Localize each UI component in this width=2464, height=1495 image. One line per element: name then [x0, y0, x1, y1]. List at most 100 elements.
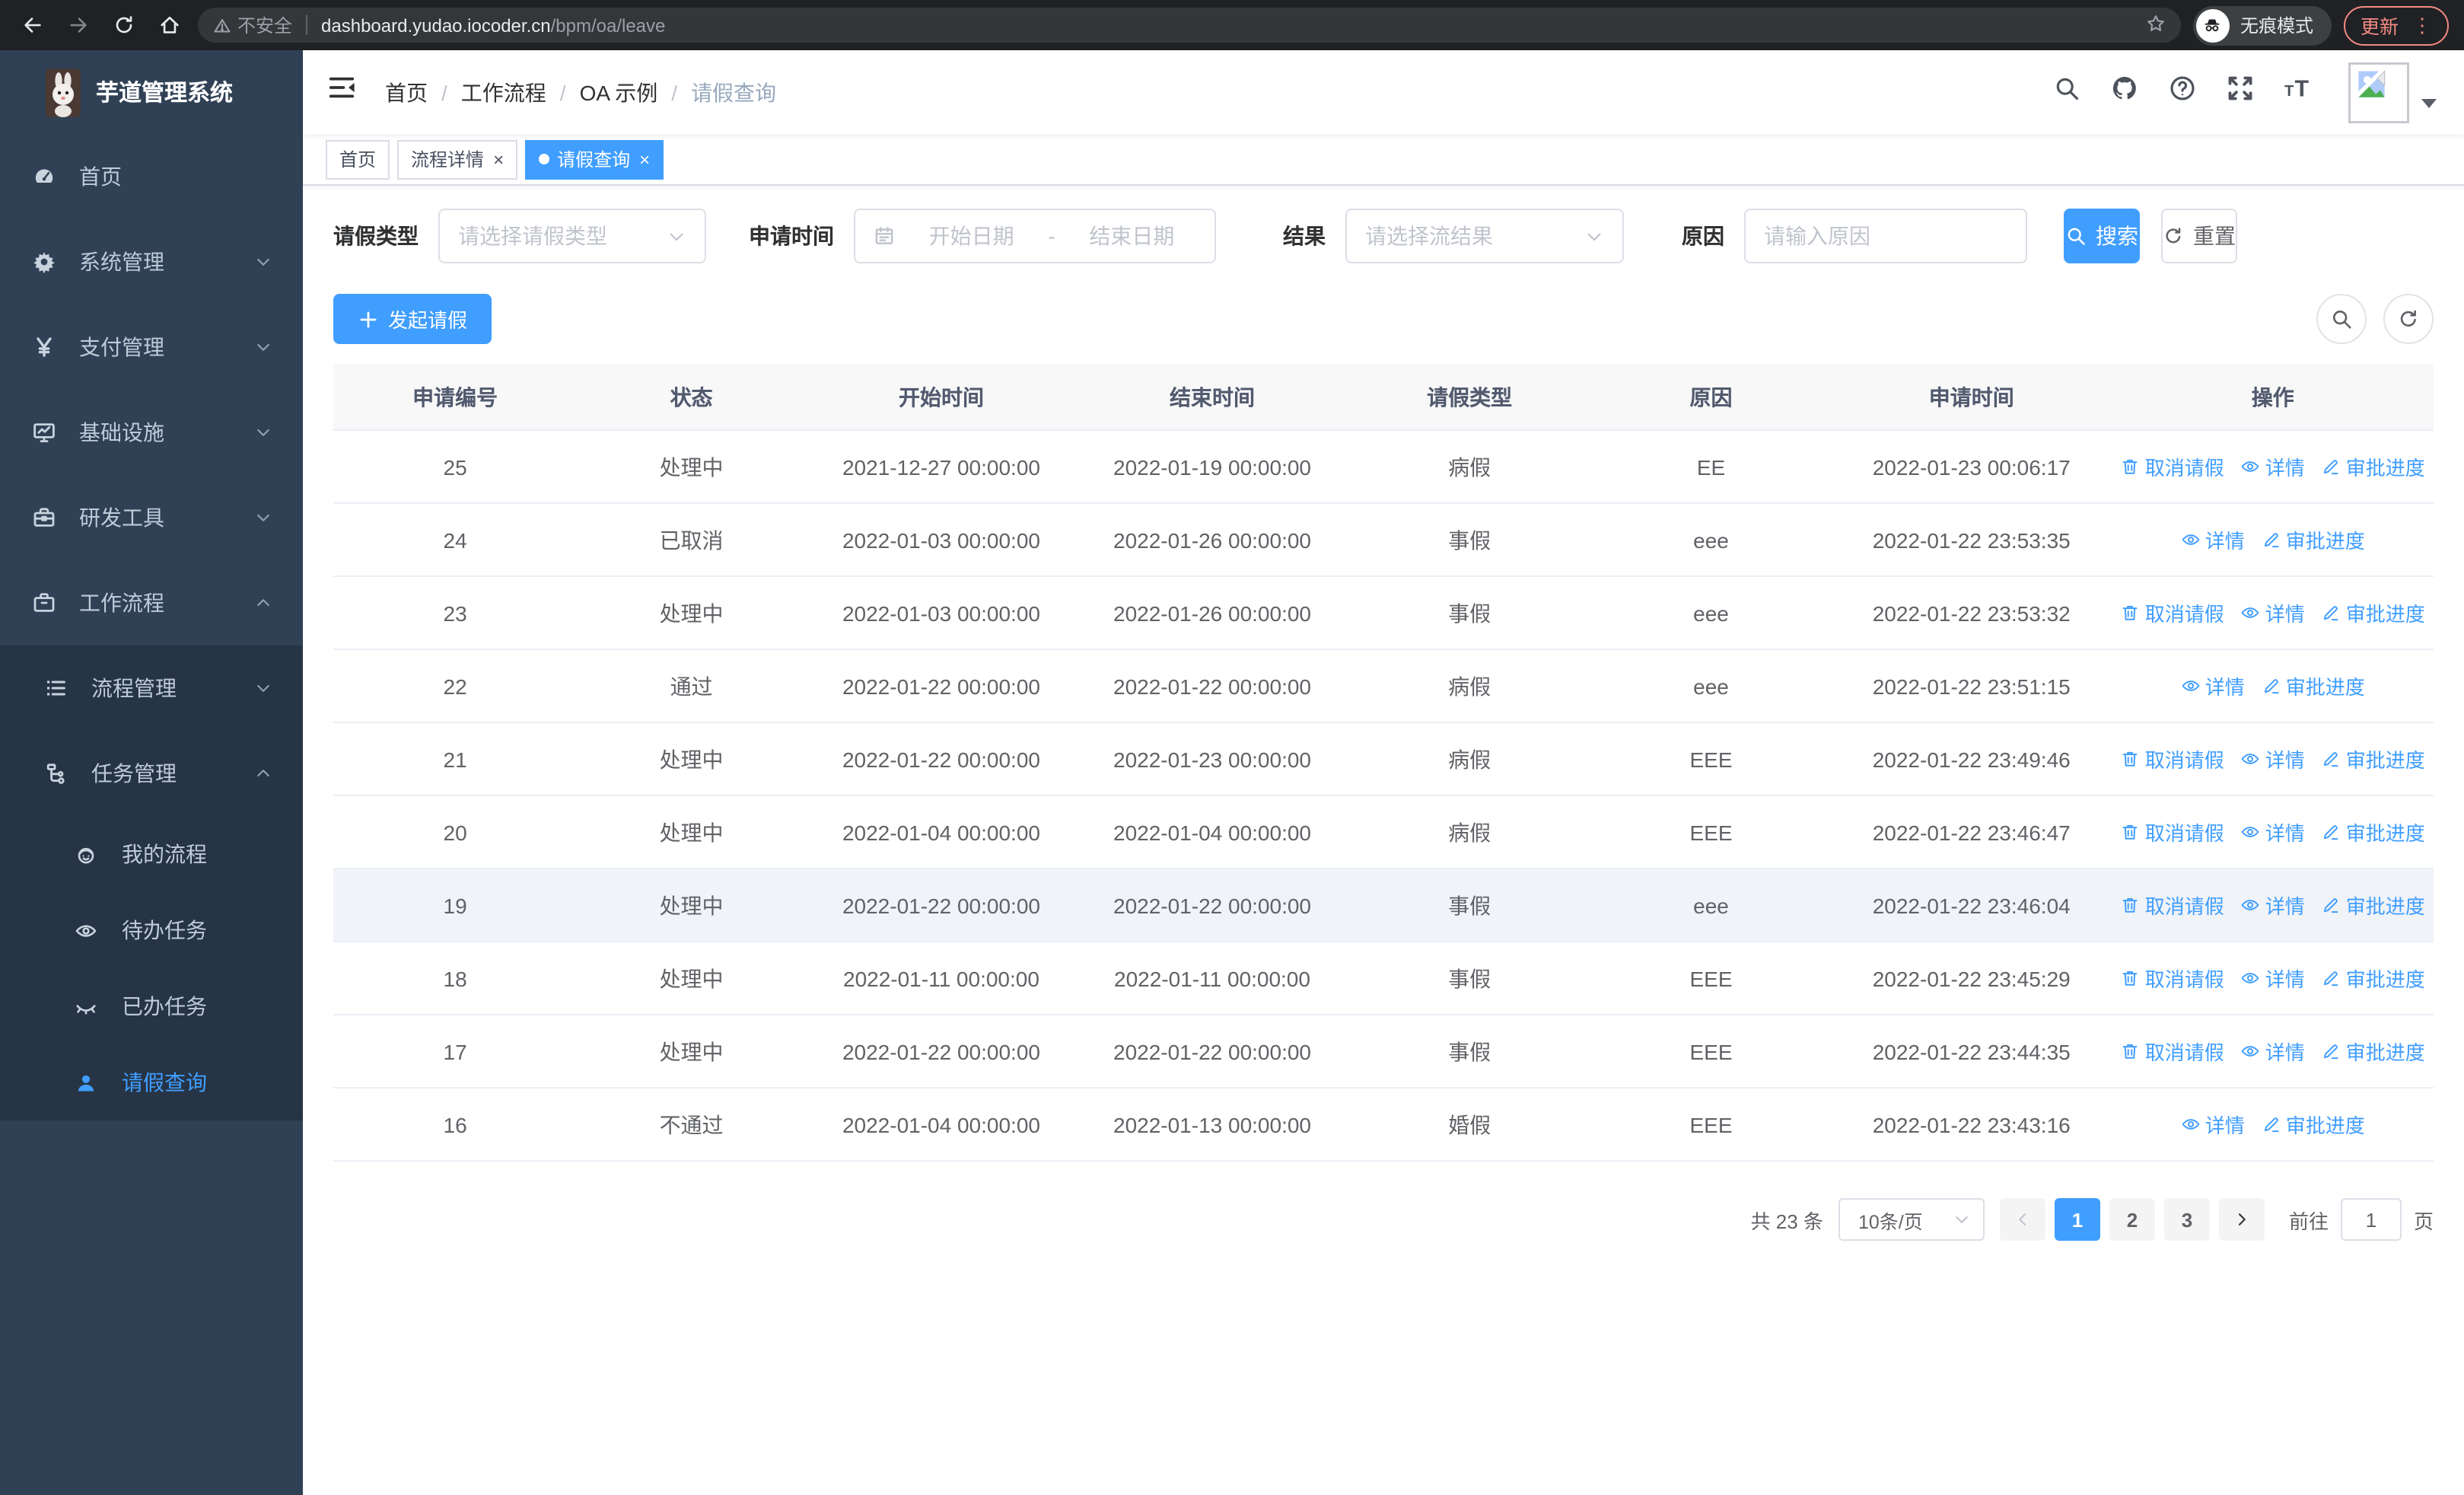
browser-menu-icon[interactable]: ⋮ — [2412, 14, 2432, 37]
progress-link[interactable]: 审批进度 — [2322, 964, 2425, 993]
chevron-down-icon — [1953, 1210, 1971, 1229]
cancel-leave-link[interactable]: 取消请假 — [2121, 452, 2224, 481]
progress-link[interactable]: 审批进度 — [2322, 818, 2425, 846]
detail-link[interactable]: 详情 — [2241, 818, 2305, 846]
page-button-3[interactable]: 3 — [2163, 1198, 2210, 1241]
progress-link[interactable]: 审批进度 — [2322, 891, 2425, 920]
detail-link[interactable]: 详情 — [2181, 525, 2245, 554]
cancel-leave-link[interactable]: 取消请假 — [2121, 744, 2224, 773]
cell-actions: 取消请假 详情 审批进度 — [2112, 1037, 2434, 1066]
tab-home[interactable]: 首页 — [326, 139, 390, 179]
result-select[interactable]: 请选择流结果 — [1345, 209, 1624, 263]
browser-home-icon[interactable] — [152, 8, 186, 42]
edit-icon — [2262, 530, 2281, 550]
refresh-table-button[interactable] — [2383, 294, 2434, 344]
sidebar-item-payment[interactable]: 支付管理 — [0, 304, 303, 390]
cell-id: 16 — [443, 1112, 467, 1136]
help-icon[interactable] — [2169, 75, 2196, 110]
detail-link[interactable]: 详情 — [2241, 598, 2305, 627]
create-leave-button[interactable]: 发起请假 — [333, 294, 492, 344]
sidebar-item-my-process[interactable]: 我的流程 — [0, 816, 303, 892]
search-icon — [2065, 225, 2087, 247]
page-button-2[interactable]: 2 — [2109, 1198, 2155, 1241]
detail-link[interactable]: 详情 — [2241, 891, 2305, 920]
sidebar-item-workflow[interactable]: 工作流程 — [0, 560, 303, 645]
leave-type-select[interactable]: 请选择请假类型 — [438, 209, 706, 263]
page-button-1[interactable]: 1 — [2054, 1198, 2100, 1241]
sidebar-item-home[interactable]: 首页 — [0, 134, 303, 219]
toggle-search-button[interactable] — [2316, 294, 2367, 344]
progress-link[interactable]: 审批进度 — [2322, 1037, 2425, 1066]
breadcrumb-item[interactable]: OA 示例 — [579, 80, 658, 104]
end-date-input[interactable]: 结束日期 — [1089, 224, 1175, 248]
sidebar-item-label: 待办任务 — [122, 918, 207, 942]
home-icon — [158, 14, 180, 37]
sidebar-item-done-task[interactable]: 已办任务 — [0, 968, 303, 1044]
detail-link[interactable]: 详情 — [2241, 1037, 2305, 1066]
progress-link[interactable]: 审批进度 — [2322, 452, 2425, 481]
view-icon — [2241, 968, 2261, 988]
github-icon[interactable] — [2111, 75, 2138, 110]
browser-back-icon[interactable] — [15, 8, 49, 42]
sidebar-item-task-management[interactable]: 任务管理 — [0, 731, 303, 816]
sidebar-item-dev-tools[interactable]: 研发工具 — [0, 475, 303, 560]
detail-link[interactable]: 详情 — [2181, 1110, 2245, 1139]
address-bar[interactable]: 不安全 dashboard.yudao.iocoder.cn /bpm/oa/l… — [198, 8, 2181, 43]
browser-forward-icon[interactable] — [61, 8, 94, 42]
svg-text:T: T — [2295, 77, 2310, 102]
browser-update-button[interactable]: 更新 ⋮ — [2343, 5, 2449, 45]
progress-link[interactable]: 审批进度 — [2262, 671, 2365, 700]
trash-icon — [2121, 822, 2141, 842]
breadcrumb-item[interactable]: 工作流程 — [460, 80, 546, 104]
progress-link[interactable]: 审批进度 — [2262, 525, 2365, 554]
view-icon — [2181, 530, 2201, 550]
incognito-badge: 无痕模式 — [2192, 5, 2332, 45]
search-icon[interactable] — [2053, 75, 2080, 110]
bookmark-star-icon[interactable] — [2146, 13, 2166, 37]
user-avatar-menu[interactable] — [2348, 62, 2437, 123]
cancel-leave-link[interactable]: 取消请假 — [2121, 818, 2224, 846]
sidebar-item-infrastructure[interactable]: 基础设施 — [0, 390, 303, 475]
fullscreen-icon[interactable] — [2227, 75, 2254, 110]
cancel-leave-link[interactable]: 取消请假 — [2121, 598, 2224, 627]
sidebar-item-system[interactable]: 系统管理 — [0, 219, 303, 304]
sidebar-item-leave-query[interactable]: 请假查询 — [0, 1044, 303, 1120]
reset-button[interactable]: 重置 — [2161, 209, 2237, 263]
search-button[interactable]: 搜索 — [2064, 209, 2140, 263]
security-warning[interactable]: 不安全 — [213, 12, 292, 38]
cancel-leave-link[interactable]: 取消请假 — [2121, 964, 2224, 993]
sidebar-fold-icon[interactable] — [327, 73, 361, 111]
table-row: 18 处理中 2022-01-11 00:00:00 2022-01-11 00:00… — [333, 942, 2434, 1015]
cell-apply-time: 2022-01-22 23:49:46 — [1872, 747, 2071, 771]
detail-link[interactable]: 详情 — [2181, 671, 2245, 700]
cell-status: 通过 — [670, 674, 713, 698]
start-date-input[interactable]: 开始日期 — [928, 224, 1014, 248]
page-size-select[interactable]: 10条/页 — [1838, 1198, 1985, 1241]
tab-process-detail[interactable]: 流程详情 × — [397, 139, 518, 179]
tab-leave-query[interactable]: 请假查询 × — [525, 139, 664, 179]
chevron-down-icon — [254, 338, 272, 356]
goto-page-input[interactable]: 1 — [2340, 1198, 2402, 1241]
reason-input[interactable]: 请输入原因 — [1744, 209, 2027, 263]
cancel-leave-link[interactable]: 取消请假 — [2121, 891, 2224, 920]
edit-icon — [2262, 1114, 2281, 1134]
progress-link[interactable]: 审批进度 — [2262, 1110, 2365, 1139]
progress-link[interactable]: 审批进度 — [2322, 744, 2425, 773]
browser-reload-icon[interactable] — [107, 8, 140, 42]
progress-link[interactable]: 审批进度 — [2322, 598, 2425, 627]
app-logo[interactable]: 芋道管理系统 — [0, 50, 303, 134]
cancel-leave-link[interactable]: 取消请假 — [2121, 1037, 2224, 1066]
close-icon[interactable]: × — [493, 148, 505, 170]
detail-link[interactable]: 详情 — [2241, 964, 2305, 993]
close-icon[interactable]: × — [639, 148, 651, 170]
apply-time-range-picker[interactable]: 开始日期 - 结束日期 — [854, 209, 1216, 263]
prev-page-button[interactable] — [1999, 1198, 2045, 1241]
detail-link[interactable]: 详情 — [2241, 452, 2305, 481]
detail-link[interactable]: 详情 — [2241, 744, 2305, 773]
breadcrumb-item[interactable]: 首页 — [385, 80, 428, 104]
cell-reason: eee — [1693, 893, 1729, 917]
sidebar-item-todo-task[interactable]: 待办任务 — [0, 892, 303, 968]
sidebar-item-process-management[interactable]: 流程管理 — [0, 645, 303, 731]
next-page-button[interactable] — [2218, 1198, 2265, 1241]
